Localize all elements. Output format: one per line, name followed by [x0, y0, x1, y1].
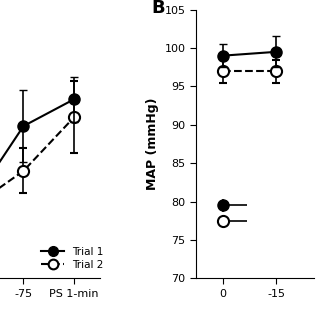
Text: B: B [151, 0, 164, 17]
Y-axis label: MAP (mmHg): MAP (mmHg) [146, 98, 159, 190]
Legend: Trial 1, Trial 2: Trial 1, Trial 2 [38, 243, 107, 273]
